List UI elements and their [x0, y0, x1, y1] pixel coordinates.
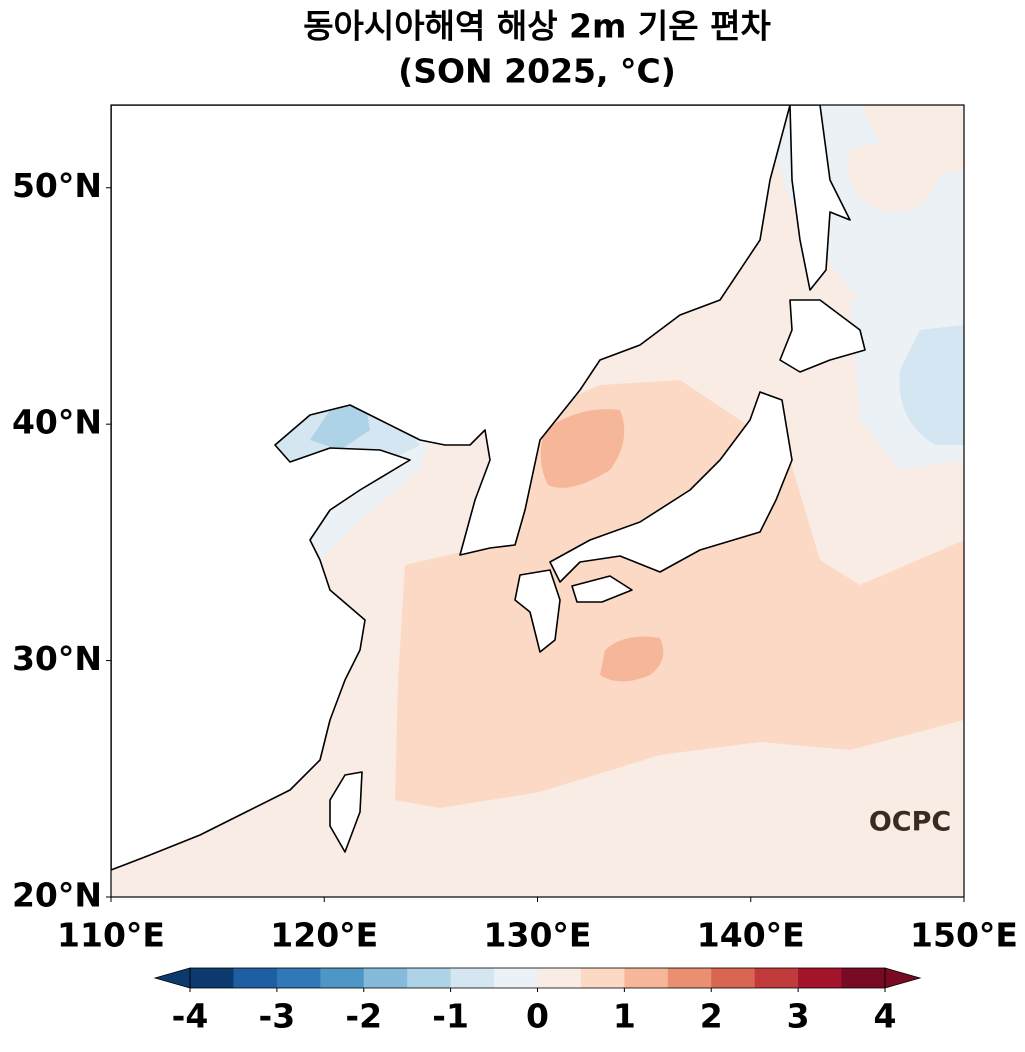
colorbar-tick-label: -2 [345, 997, 382, 1036]
colorbar-swatch [320, 968, 365, 988]
colorbar-swatch [363, 968, 408, 988]
colorbar-tick-label: 4 [874, 997, 897, 1036]
colorbar-tick-label: 1 [613, 997, 636, 1036]
y-tick-label: 50°N [12, 166, 102, 205]
subtitle: (SON 2025, °C) [398, 52, 676, 91]
colorbar-tick-label: 3 [787, 997, 810, 1036]
x-tick-label: 150°E [910, 916, 1018, 955]
x-tick-label: 140°E [697, 916, 805, 955]
colorbar-swatch [841, 968, 886, 988]
hokkaido [779, 299, 866, 373]
colorbar-swatch [667, 968, 712, 988]
sakhalin [789, 105, 851, 291]
y-tick-label: 40°N [12, 403, 102, 442]
taiwan [329, 771, 363, 853]
x-tick-label: 110°E [57, 916, 165, 955]
anomaly-1-15 [600, 636, 664, 682]
anomaly-1-15 [540, 409, 625, 488]
y-tick-label: 30°N [12, 639, 102, 678]
colorbar-swatch [711, 968, 756, 988]
colorbar-swatch [494, 968, 538, 988]
colorbar-swatch [190, 968, 234, 988]
anomaly-neg-15-1 [310, 402, 370, 450]
honshu [549, 391, 793, 583]
y-tick-label: 20°N [12, 876, 102, 915]
shikoku [571, 575, 633, 603]
colorbar-swatch [276, 968, 321, 988]
x-tick-label: 130°E [484, 916, 592, 955]
colorbar-extend-high [884, 967, 922, 989]
colorbar-swatch [624, 968, 669, 988]
colorbar-swatch [233, 968, 278, 988]
anomaly-05-1 [395, 380, 964, 808]
colorbar-tick-label: -4 [172, 997, 209, 1036]
colorbar-swatch [580, 968, 625, 988]
colorbar-swatch [450, 968, 495, 988]
anomaly-neg-1-05 [899, 325, 964, 445]
logo: OCPC [869, 807, 951, 838]
anomaly-0-05 [848, 143, 940, 212]
colorbar-swatch [407, 968, 452, 988]
colorbar-swatch [537, 968, 582, 988]
title: 동아시아해역 해상 2m 기온 편차 [303, 7, 771, 46]
colorbar-tick-label: -3 [259, 997, 296, 1036]
colorbar-tick-label: 2 [700, 997, 723, 1036]
colorbar-tick-label: 0 [526, 997, 549, 1036]
anomaly-neg-0-0 [111, 400, 430, 860]
mainland [111, 105, 791, 871]
coastlines [111, 105, 866, 871]
colorbar-extend-low [153, 967, 191, 989]
colorbar-swatch [754, 968, 799, 988]
colorbar-swatch [798, 968, 843, 988]
colorbar-tick-label: -1 [432, 997, 469, 1036]
x-tick-label: 120°E [270, 916, 378, 955]
kyushu [514, 569, 561, 653]
